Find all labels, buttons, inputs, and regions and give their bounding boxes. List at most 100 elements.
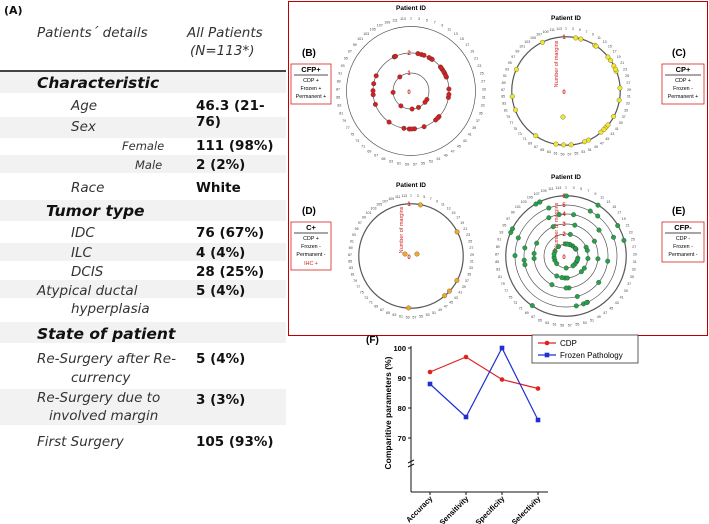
patient-id-label: 89 (349, 246, 353, 250)
patient-id-label: 19 (622, 217, 626, 221)
chart-legend-box (531, 334, 639, 364)
patient-id-label: 33 (626, 102, 630, 106)
patient-margin-dot (605, 122, 611, 128)
patient-margin-dot (571, 212, 577, 218)
panel-C-letter: (C) (672, 48, 686, 59)
series-line-frozen-pathology (429, 346, 539, 421)
panel-D-line-4: IHC + (304, 261, 318, 267)
row-band (0, 280, 286, 298)
patient-id-label: 61 (554, 152, 558, 156)
patient-margin-dot (513, 107, 518, 113)
row-female-value: 111 (98%) (196, 138, 274, 154)
radial-title: Patient ID (396, 5, 426, 12)
patient-id-label: 71 (369, 301, 373, 305)
y-tick-label: 70 (398, 434, 406, 443)
patient-margin-dot (409, 126, 415, 132)
patient-margin-dot (573, 246, 578, 252)
patient-id-label: 51 (588, 148, 592, 152)
row-sex-label: Sex (71, 119, 96, 135)
patient-id-label: 13 (447, 206, 451, 210)
patient-id-label: 9 (441, 24, 443, 28)
chart-series (427, 345, 541, 423)
panel-B-line-1: CDP + (303, 78, 319, 84)
patient-id-label: 31 (627, 95, 631, 99)
patient-id-label: 85 (348, 260, 352, 264)
patient-id-label: 95 (344, 57, 348, 61)
patient-id-label: 107 (377, 24, 383, 28)
line-chart: (F) Comparitive parameters (%) 70 80 90 100… (366, 334, 639, 524)
patient-id-label: 95 (508, 61, 512, 65)
radial-plots: Patient ID1 3 5791113151719212325272931333… (336, 5, 637, 327)
patient-table: (A) Patients´ details All Patients (N=11… (0, 0, 286, 524)
patient-id-label: 25 (625, 74, 629, 78)
patient-id-label: 23 (466, 233, 470, 237)
patient-margin-dot (585, 256, 591, 261)
patient-id-label: 83 (496, 268, 500, 272)
patient-margin-dot (608, 57, 613, 63)
patient-margin-dot (595, 256, 601, 262)
panel-D-box (290, 221, 332, 271)
patient-id-label: 43 (610, 132, 614, 136)
radial-title: Patient ID (396, 182, 426, 189)
patient-id-label: 21 (620, 61, 624, 65)
patient-id-label: 57 (412, 315, 416, 319)
row-race-value: White (196, 180, 241, 196)
patient-id-label: 87 (336, 88, 340, 92)
patient-id-label: 107 (536, 33, 542, 37)
patient-id-label: 7 (430, 197, 432, 201)
row-ilc-value: 4 (4%) (196, 245, 246, 261)
patient-margin-dot (454, 278, 460, 283)
patient-margin-dot (574, 294, 580, 299)
patient-margin-dot (443, 73, 449, 79)
patient-margin-dot (546, 205, 552, 211)
ring-number-label: 1 (407, 71, 411, 77)
patient-id-label: 31 (633, 260, 637, 264)
patient-id-label: 101 (366, 211, 372, 215)
patient-id-label: 69 (374, 305, 378, 309)
patient-id-label: 85 (501, 95, 505, 99)
patient-id-label: 43 (454, 296, 458, 300)
panel-E-line-3: Permanent - (668, 252, 697, 258)
patient-margin-dot (509, 94, 515, 99)
panel-B-line-2: Frozen + (300, 86, 321, 92)
chart-panel-label: (F) (366, 335, 379, 346)
patient-margin-dot (582, 139, 588, 145)
patient-margin-dot (515, 235, 521, 241)
patient-margin-dot (549, 282, 555, 288)
patient-margin-dot (386, 119, 392, 125)
patient-id-label: 85 (336, 96, 340, 100)
row-resurgery-recurrence-value: 5 (4%) (196, 351, 246, 367)
patient-id-label: 97 (506, 217, 510, 221)
patient-id-label: 31 (470, 260, 474, 264)
patient-id-label: 63 (392, 313, 396, 317)
patient-margin-dot (596, 227, 602, 233)
patient-id-label: 71 (523, 137, 527, 141)
panel-B-legend: (B) CFP+ CDP + Frozen + Permanent + (290, 48, 332, 105)
patient-id-label: 61 (399, 315, 403, 319)
patient-margin-dot (370, 88, 376, 94)
patient-margin-dot (370, 92, 376, 98)
patient-margin-dot (531, 256, 537, 261)
axis-break-mark (407, 459, 415, 464)
patient-id-label: 33 (632, 268, 636, 272)
patient-id-label: 19 (460, 221, 464, 225)
patient-margin-dot (522, 245, 528, 251)
radial-outer-ring (511, 36, 621, 146)
row-resurgery-margin-label-1: Re-Surgery due to (37, 390, 161, 406)
row-atypical-label-2: hyperplasia (71, 301, 150, 317)
patient-id-label: 103 (521, 200, 527, 204)
row-band (0, 72, 286, 93)
patient-id-label: 95 (355, 227, 359, 231)
patient-id-label: 11 (441, 203, 445, 207)
patient-margin-dot (372, 101, 378, 107)
patient-id-label: 47 (451, 150, 455, 154)
patient-id-label: 45 (457, 145, 461, 149)
patient-margin-dot (442, 293, 448, 299)
patient-margin-dot (564, 241, 570, 247)
patient-margin-dot (573, 303, 579, 309)
patient-margin-dot (587, 208, 593, 214)
patient-id-label: 55 (421, 162, 425, 166)
patient-margin-dot (556, 244, 561, 250)
patient-margin-dot (568, 142, 574, 148)
patient-id-label: 17 (617, 211, 621, 215)
